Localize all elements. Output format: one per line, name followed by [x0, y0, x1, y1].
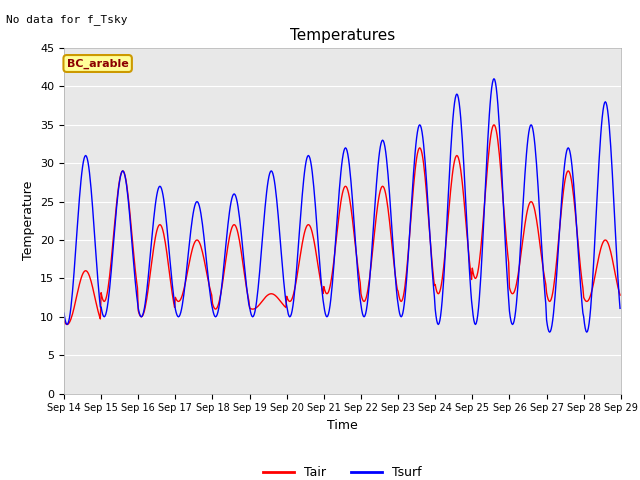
- Line: Tair: Tair: [64, 125, 620, 324]
- Tsurf: [60, 310, 68, 316]
- Tsurf: [426, 230, 434, 236]
- Text: BC_arable: BC_arable: [67, 59, 129, 69]
- Tsurf: [127, 231, 135, 237]
- Tsurf: [184, 256, 191, 262]
- Tair: [185, 264, 193, 270]
- Tair: [63, 322, 71, 327]
- Y-axis label: Temperature: Temperature: [22, 181, 35, 261]
- Tsurf: [410, 170, 417, 176]
- Text: No data for f_Tsky: No data for f_Tsky: [6, 14, 128, 25]
- Tair: [71, 301, 79, 307]
- Tsurf: [213, 312, 221, 318]
- Tsurf: [490, 76, 498, 82]
- Tair: [427, 241, 435, 247]
- Title: Temperatures: Temperatures: [290, 28, 395, 43]
- Tair: [128, 233, 136, 239]
- Tair: [60, 318, 68, 324]
- Tsurf: [616, 305, 624, 311]
- Tsurf: [546, 329, 554, 335]
- Legend: Tair, Tsurf: Tair, Tsurf: [258, 461, 427, 480]
- X-axis label: Time: Time: [327, 419, 358, 432]
- Tair: [616, 292, 624, 298]
- Tair: [490, 122, 498, 128]
- Line: Tsurf: Tsurf: [64, 79, 620, 332]
- Tsurf: [70, 269, 78, 275]
- Tair: [214, 303, 221, 309]
- Tair: [410, 175, 418, 181]
